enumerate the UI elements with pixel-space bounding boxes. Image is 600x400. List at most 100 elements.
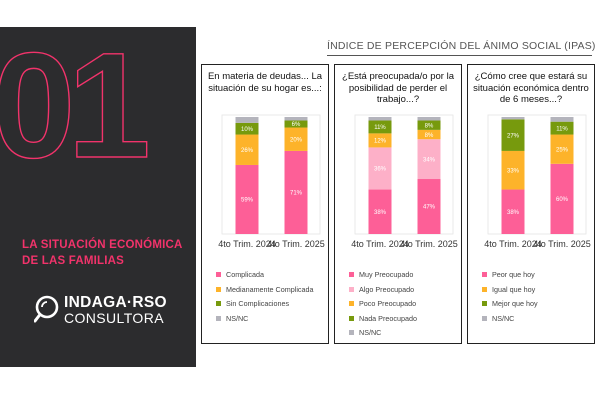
legend-item: Nada Preocupado bbox=[349, 314, 461, 329]
header-divider bbox=[327, 55, 592, 56]
legend-item: Mejor que hoy bbox=[482, 299, 594, 314]
data-label: 25% bbox=[556, 147, 569, 153]
x-axis-category-label: 4to Trim. 2025 bbox=[533, 239, 591, 249]
legend-label: Sin Complicaciones bbox=[226, 299, 290, 309]
section-number-graphic: 01 bbox=[0, 33, 156, 173]
legend-swatch bbox=[482, 272, 487, 277]
legend-swatch bbox=[216, 301, 221, 307]
bar-segment bbox=[550, 121, 574, 135]
data-label: 8% bbox=[425, 123, 434, 129]
data-label: 20% bbox=[290, 137, 303, 143]
x-axis-category-label: 4to Trim. 2025 bbox=[267, 239, 325, 249]
data-label: 12% bbox=[374, 139, 387, 145]
bar-segment bbox=[501, 189, 525, 234]
logo-name: INDAGA·RSO bbox=[64, 294, 167, 311]
legend-swatch bbox=[349, 272, 354, 277]
stacked-bar-chart-outlook: 38% 33% 27% 60% 25% 11% bbox=[487, 114, 587, 235]
chart-panel-job-loss: ¿Está preocupada/o por la posibilidad de… bbox=[334, 64, 462, 344]
report-header-title: ÍNDICE DE PERCEPCIÓN DEL ÁNIMO SOCIAL (I… bbox=[327, 40, 596, 52]
legend-label: NS/NC bbox=[359, 328, 382, 338]
legend-swatch bbox=[216, 272, 221, 277]
legend-label: Igual que hoy bbox=[492, 284, 536, 294]
x-axis-category-label: 4to Trim. 2024 bbox=[218, 239, 276, 249]
logo-subtitle: CONSULTORA bbox=[64, 310, 164, 326]
legend-item: NS/NC bbox=[349, 328, 461, 343]
bar-segment bbox=[368, 117, 392, 121]
data-label: 38% bbox=[374, 210, 387, 216]
bar-segment bbox=[235, 122, 259, 135]
legend-item: Complicada bbox=[216, 270, 328, 285]
bar-segment bbox=[417, 179, 441, 234]
legend-label: Mejor que hoy bbox=[492, 299, 538, 309]
legend-item: Sin Complicaciones bbox=[216, 299, 328, 314]
bar-segment bbox=[550, 134, 574, 164]
data-label: 33% bbox=[507, 168, 520, 174]
legend-item: Peor que hoy bbox=[482, 270, 594, 285]
section-number: 01 bbox=[0, 33, 147, 173]
legend-label: Peor que hoy bbox=[492, 270, 535, 279]
data-label: 26% bbox=[241, 148, 254, 154]
data-label: 38% bbox=[507, 210, 520, 216]
legend-label: Complicada bbox=[226, 270, 264, 279]
legend-swatch bbox=[349, 286, 354, 292]
legend-swatch bbox=[349, 301, 354, 307]
bar-segment bbox=[235, 117, 259, 123]
data-label: 8% bbox=[425, 133, 434, 139]
legend-label: Nada Preocupado bbox=[359, 313, 417, 323]
section-cover-panel: 01 LA SITUACIÓN ECONÓMICA DE LAS FAMILIA… bbox=[0, 27, 196, 367]
bar-segment bbox=[368, 133, 392, 148]
legend-swatch bbox=[482, 301, 487, 307]
bar-segment bbox=[550, 163, 574, 234]
bar-segment bbox=[417, 117, 441, 121]
plot-area-frame bbox=[221, 114, 321, 235]
bar-segment bbox=[284, 117, 308, 121]
data-label: 11% bbox=[374, 125, 386, 131]
data-label: 71% bbox=[290, 191, 303, 197]
data-label: 10% bbox=[241, 127, 254, 133]
data-label: 34% bbox=[423, 157, 436, 163]
data-label: 36% bbox=[374, 167, 387, 173]
data-label: 6% bbox=[292, 122, 301, 128]
legend-item: Medianamente Complicada bbox=[216, 285, 328, 300]
plot-area-frame bbox=[487, 114, 587, 235]
data-label: 47% bbox=[423, 205, 436, 211]
legend-swatch bbox=[482, 286, 487, 292]
chart-panel-debts: En materia de deudas... La situación de … bbox=[201, 64, 329, 344]
brand-logo: INDAGA·RSO CONSULTORA bbox=[34, 294, 194, 329]
legend-label: NS/NC bbox=[226, 313, 249, 323]
bar-segment bbox=[550, 117, 574, 122]
bar-segment bbox=[417, 120, 441, 130]
legend-item: NS/NC bbox=[216, 314, 328, 329]
x-axis-category-label: 4to Trim. 2025 bbox=[400, 239, 458, 249]
bar-segment bbox=[284, 150, 308, 234]
x-axis-category-label: 4to Trim. 2024 bbox=[484, 239, 542, 249]
bar-segment bbox=[368, 147, 392, 190]
chart-question: ¿Cómo cree que estará su situación econó… bbox=[473, 71, 589, 105]
bar-segment bbox=[501, 119, 525, 151]
legend-item: Muy Preocupado bbox=[349, 270, 461, 285]
chart-legend: Peor que hoy Igual que hoy Mejor que hoy NS… bbox=[482, 270, 594, 328]
magnifier-logo-icon bbox=[34, 295, 59, 323]
bar-segment bbox=[235, 134, 259, 165]
chart-legend: Muy Preocupado Algo Preocupado Poco Preocu… bbox=[349, 270, 461, 343]
legend-label: Algo Preocupado bbox=[359, 284, 415, 294]
bar-segment bbox=[368, 189, 392, 234]
legend-swatch bbox=[216, 315, 221, 321]
data-label: 27% bbox=[507, 133, 520, 139]
legend-item: NS/NC bbox=[482, 314, 594, 329]
bar-segment bbox=[284, 120, 308, 128]
legend-item: Poco Preocupado bbox=[349, 299, 461, 314]
chart-question: En materia de deudas... La situación de … bbox=[207, 71, 323, 94]
legend-item: Igual que hoy bbox=[482, 285, 594, 300]
legend-swatch bbox=[349, 315, 354, 321]
legend-label: Poco Preocupado bbox=[359, 299, 417, 309]
data-label: 59% bbox=[241, 198, 254, 204]
data-label: 11% bbox=[556, 126, 568, 132]
bar-segment bbox=[368, 120, 392, 134]
plot-area-frame bbox=[354, 114, 454, 235]
bar-segment bbox=[417, 129, 441, 140]
legend-label: Medianamente Complicada bbox=[226, 284, 314, 294]
bar-segment bbox=[417, 139, 441, 180]
legend-item: Algo Preocupado bbox=[349, 285, 461, 300]
chart-legend: Complicada Medianamente Complicada Sin Com… bbox=[216, 270, 328, 328]
